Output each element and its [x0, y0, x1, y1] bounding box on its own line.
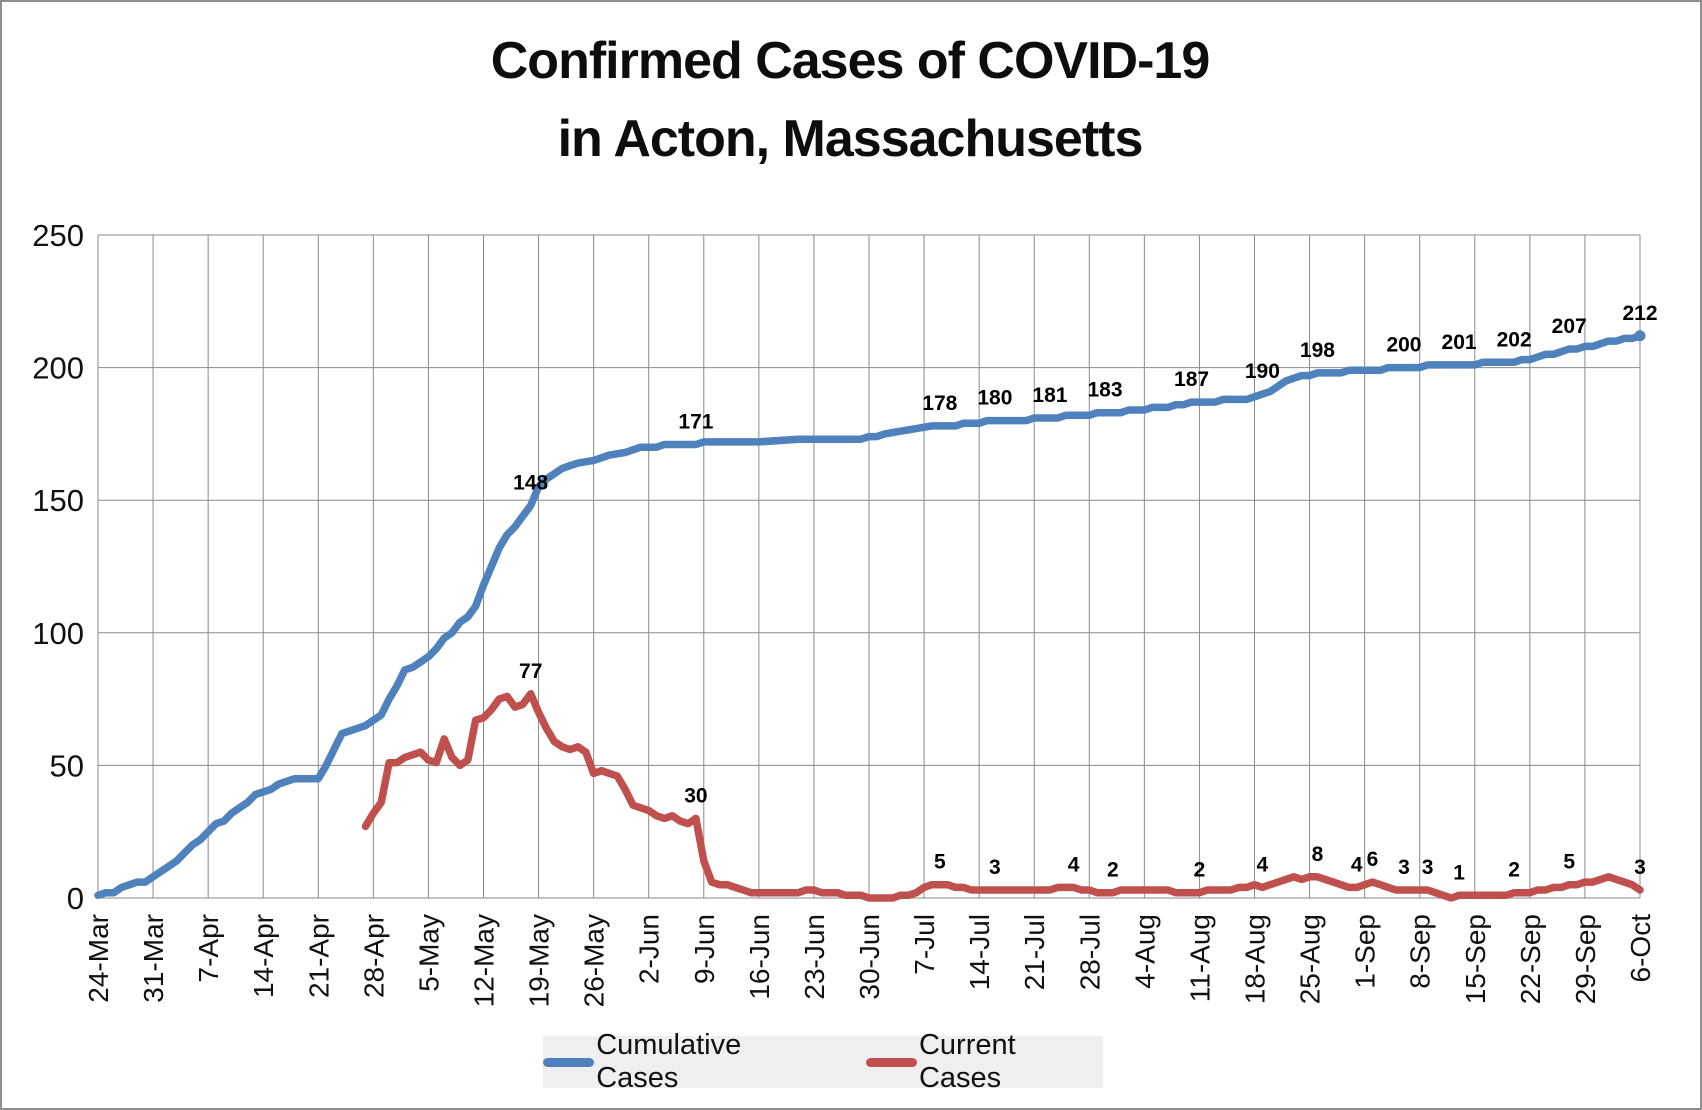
- svg-text:50: 50: [50, 748, 84, 783]
- svg-text:14-Apr: 14-Apr: [248, 914, 279, 998]
- svg-text:250: 250: [32, 218, 84, 253]
- svg-text:148: 148: [513, 472, 548, 495]
- svg-text:14-Jul: 14-Jul: [964, 914, 995, 990]
- chart-title-line2: in Acton, Massachusetts: [557, 110, 1144, 168]
- svg-text:28-Jul: 28-Jul: [1074, 914, 1105, 990]
- svg-text:12-May: 12-May: [469, 914, 500, 1007]
- svg-text:25-Aug: 25-Aug: [1295, 914, 1326, 1004]
- svg-text:30-Jun: 30-Jun: [854, 914, 885, 1000]
- svg-text:187: 187: [1174, 368, 1209, 391]
- svg-text:30: 30: [684, 784, 707, 807]
- svg-text:2: 2: [1508, 859, 1520, 882]
- svg-text:23-Jun: 23-Jun: [799, 914, 830, 1000]
- svg-text:24-Mar: 24-Mar: [83, 914, 114, 1003]
- svg-text:4: 4: [1351, 853, 1363, 876]
- svg-text:4: 4: [1068, 853, 1080, 876]
- chart-title: Confirmed Cases of COVID-19 in Acton, Ma…: [70, 22, 1630, 178]
- svg-text:2-Jun: 2-Jun: [634, 914, 665, 984]
- svg-text:11-Aug: 11-Aug: [1184, 914, 1215, 1002]
- svg-text:100: 100: [32, 616, 84, 651]
- svg-text:6: 6: [1367, 848, 1379, 871]
- svg-text:8-Sep: 8-Sep: [1405, 914, 1436, 989]
- svg-text:31-Mar: 31-Mar: [138, 914, 169, 1003]
- svg-text:178: 178: [922, 392, 957, 415]
- svg-text:26-May: 26-May: [579, 914, 610, 1007]
- svg-text:180: 180: [977, 387, 1012, 410]
- svg-text:7-Apr: 7-Apr: [193, 914, 224, 982]
- svg-text:8: 8: [1312, 843, 1324, 866]
- svg-text:190: 190: [1245, 360, 1280, 383]
- svg-text:202: 202: [1497, 328, 1532, 351]
- series-end-marker: [1634, 330, 1646, 342]
- svg-text:22-Sep: 22-Sep: [1515, 914, 1546, 1004]
- cumulative-cases-line: [94, 330, 1646, 900]
- svg-text:201: 201: [1442, 331, 1477, 354]
- svg-text:212: 212: [1622, 302, 1657, 325]
- svg-text:207: 207: [1552, 315, 1587, 338]
- svg-text:18-Aug: 18-Aug: [1240, 914, 1271, 1004]
- legend: Cumulative Cases Current Cases: [543, 1029, 1103, 1094]
- svg-text:6-Oct: 6-Oct: [1625, 914, 1656, 983]
- svg-text:1: 1: [1453, 861, 1465, 884]
- y-axis-labels: 0 50 100 150 200 250: [32, 218, 84, 916]
- svg-text:2: 2: [1194, 859, 1206, 882]
- svg-text:9-Jun: 9-Jun: [689, 914, 720, 984]
- svg-text:5: 5: [934, 851, 946, 874]
- legend-item-cumulative: Cumulative Cases: [543, 1029, 828, 1095]
- svg-text:1-Sep: 1-Sep: [1350, 914, 1381, 989]
- svg-text:3: 3: [989, 856, 1001, 879]
- svg-text:198: 198: [1300, 339, 1335, 362]
- svg-text:183: 183: [1087, 379, 1122, 402]
- legend-label-current: Current Cases: [918, 1029, 1016, 1094]
- svg-text:5: 5: [1563, 851, 1575, 874]
- current-line-swatch: [865, 1057, 917, 1067]
- chart-title-line1: Confirmed Cases of COVID-19: [490, 32, 1211, 90]
- current-cases-line: [361, 690, 1644, 902]
- cumulative-line-swatch: [543, 1057, 595, 1067]
- svg-text:7-Jul: 7-Jul: [909, 914, 940, 975]
- svg-text:181: 181: [1032, 384, 1067, 407]
- svg-text:4: 4: [1257, 853, 1269, 876]
- svg-text:16-Jun: 16-Jun: [744, 914, 775, 1000]
- cumulative-data-labels: 148 171 178 180 181 183 187 190 198 200 201 202 207 2…: [513, 302, 1657, 495]
- svg-text:29-Sep: 29-Sep: [1570, 914, 1601, 1004]
- svg-text:0: 0: [67, 881, 84, 916]
- svg-text:3: 3: [1422, 856, 1434, 879]
- svg-text:4-Aug: 4-Aug: [1129, 914, 1160, 989]
- svg-text:77: 77: [519, 660, 542, 683]
- legend-item-current: Current Cases: [865, 1029, 1103, 1095]
- svg-text:171: 171: [678, 411, 713, 434]
- svg-text:28-Apr: 28-Apr: [358, 914, 389, 998]
- svg-text:21-Apr: 21-Apr: [303, 914, 334, 998]
- svg-text:15-Sep: 15-Sep: [1460, 914, 1491, 1004]
- svg-text:3: 3: [1634, 856, 1646, 879]
- svg-text:3: 3: [1398, 856, 1410, 879]
- svg-text:19-May: 19-May: [524, 914, 555, 1007]
- x-axis-labels: 24-Mar 31-Mar 7-Apr 14-Apr 21-Apr 28-Apr 5-May…: [83, 914, 1656, 1008]
- svg-text:200: 200: [1386, 334, 1421, 357]
- svg-text:5-May: 5-May: [413, 914, 444, 992]
- svg-text:200: 200: [32, 351, 84, 386]
- legend-label-cumulative: Cumulative Cases: [596, 1029, 742, 1094]
- svg-text:150: 150: [32, 483, 84, 518]
- svg-text:21-Jul: 21-Jul: [1019, 914, 1050, 990]
- svg-text:2: 2: [1107, 859, 1119, 882]
- gridlines: [97, 234, 1641, 899]
